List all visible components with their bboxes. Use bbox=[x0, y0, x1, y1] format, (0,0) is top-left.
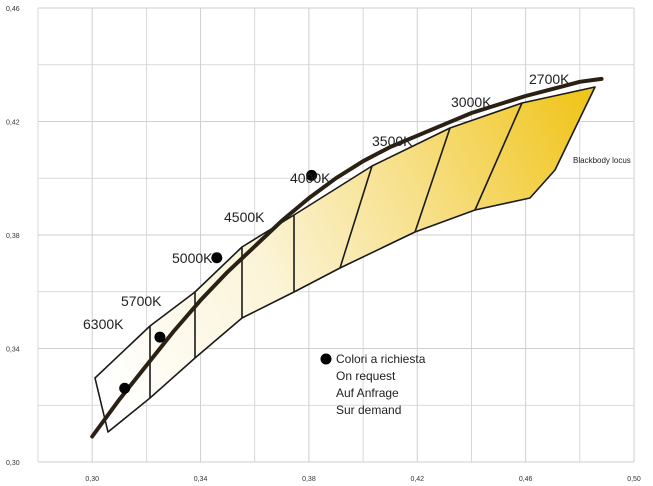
y-tick-label: 0,42 bbox=[6, 120, 20, 127]
legend-line-3: Auf Anfrage bbox=[336, 386, 399, 400]
cct-label: 3500K bbox=[372, 133, 413, 149]
cct-label: 2700K bbox=[529, 71, 570, 87]
cct-label: 4500K bbox=[224, 209, 265, 225]
y-tick-label: 0,46 bbox=[6, 6, 20, 13]
cct-label: 4000K bbox=[290, 170, 331, 186]
cct-region-divider bbox=[474, 102, 523, 211]
x-tick-label: 0,50 bbox=[627, 476, 641, 483]
cct-band-outline bbox=[94, 86, 596, 433]
cct-region-divider bbox=[339, 165, 373, 269]
blackbody-label: Blackbody locus bbox=[573, 156, 631, 165]
blackbody-locus bbox=[90, 76, 604, 439]
x-tick-label: 0,38 bbox=[302, 476, 316, 483]
cct-label: 3000K bbox=[451, 94, 492, 110]
tick-labels: 0,30 0,34 0,38 0,42 0,46 0,50 0,30 0,34 0,38 0,42… bbox=[6, 6, 641, 483]
cct-label: 5000K bbox=[172, 250, 213, 266]
x-tick-label: 0,42 bbox=[410, 476, 424, 483]
blackbody-locus-line bbox=[90, 76, 604, 439]
special-point bbox=[211, 252, 223, 264]
y-tick-label: 0,34 bbox=[6, 347, 20, 354]
special-point bbox=[119, 382, 131, 394]
legend-line-2: On request bbox=[336, 369, 396, 383]
cct-labels: 6300K 5700K 5000K 4500K 4000K 3500K 3000K 2700K bbox=[83, 71, 570, 332]
legend: Colori a richiesta On request Auf Anfrag… bbox=[320, 352, 426, 417]
x-tick-label: 0,34 bbox=[194, 476, 208, 483]
y-tick-label: 0,38 bbox=[6, 233, 20, 240]
special-point bbox=[154, 331, 166, 343]
special-points bbox=[119, 169, 318, 394]
legend-line-4: Sur demand bbox=[336, 403, 401, 417]
legend-line-1: Colori a richiesta bbox=[336, 352, 426, 366]
cct-label: 5700K bbox=[121, 293, 162, 309]
x-tick-label: 0,46 bbox=[519, 476, 533, 483]
cct-label: 6300K bbox=[83, 316, 124, 332]
special-point bbox=[306, 169, 318, 181]
y-tick-label: 0,30 bbox=[6, 460, 20, 467]
cct-region-divider bbox=[414, 127, 451, 233]
legend-dot bbox=[320, 353, 332, 365]
x-tick-label: 0,30 bbox=[85, 476, 99, 483]
